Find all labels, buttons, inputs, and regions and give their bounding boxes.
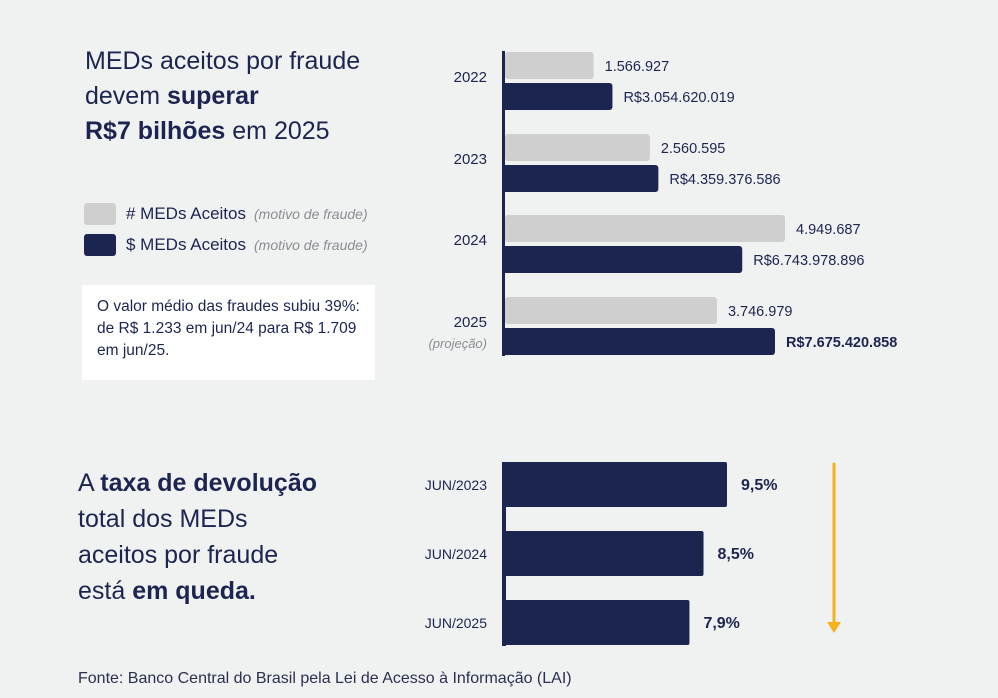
legend-item-count: # MEDs Aceitos (motivo de fraude): [84, 202, 368, 226]
headline-taxa-devolucao: A taxa de devolução total dos MEDs aceit…: [78, 465, 378, 609]
category-label: 2024: [454, 232, 487, 249]
category-label: 2022: [454, 69, 487, 86]
note-text: O valor médio das fraudes subiu 39%: de …: [97, 298, 360, 359]
bar-count-2025: [505, 297, 717, 324]
bar-value-2022: [502, 83, 613, 110]
data-label-rate: 8,5%: [718, 546, 754, 563]
bar-rate-JUN/2023: [502, 462, 727, 507]
bar-value-2025: [502, 328, 775, 355]
legend-label: # MEDs Aceitos: [126, 204, 246, 223]
headline1-line3-bold: R$7 bilhões: [85, 117, 226, 145]
data-label-count: 1.566.927: [605, 59, 670, 75]
headline1-line2-bold: superar: [166, 82, 259, 110]
chart-return-rate: 9,5% JUN/2023 8,5% JUN/2024 7,9% JUN/2025: [425, 462, 841, 646]
bar-value-2023: [502, 165, 659, 192]
category-note: (projeção): [428, 336, 487, 351]
category-label: JUN/2023: [425, 477, 487, 493]
legend-swatch-navy: [84, 234, 116, 256]
legend-swatch-gray: [84, 203, 116, 225]
headline2-line2: total dos MEDs: [78, 505, 248, 533]
bar-count-2023: [505, 134, 650, 161]
down-arrow-icon: [827, 622, 841, 633]
bar-rate-JUN/2024: [502, 531, 704, 576]
data-label-count: 3.746.979: [728, 304, 793, 320]
legend-label: $ MEDs Aceitos: [126, 235, 246, 254]
average-fraud-note: O valor médio das fraudes subiu 39%: de …: [82, 285, 375, 380]
source-footnote: Fonte: Banco Central do Brasil pela Lei …: [78, 670, 572, 687]
category-label: 2023: [454, 151, 487, 168]
headline2-line1: A: [78, 469, 101, 497]
data-label-rate: 9,5%: [741, 477, 777, 494]
headline2-line1-bold: taxa de devolução: [100, 469, 317, 497]
chart1-axis-line: [502, 51, 505, 356]
data-label-value: R$7.675.420.858: [786, 335, 897, 351]
headline2-line3: aceitos por fraude: [78, 541, 279, 569]
data-label-value: R$4.359.376.586: [669, 172, 780, 188]
data-label-count: 2.560.595: [661, 141, 726, 157]
data-label-value: R$3.054.620.019: [623, 90, 734, 106]
bar-value-2024: [502, 246, 743, 273]
data-label-value: R$6.743.978.896: [753, 253, 864, 269]
headline2-line4: está: [78, 577, 133, 605]
category-label: 2025: [454, 314, 487, 331]
category-label: JUN/2024: [425, 546, 487, 562]
headline1-line2: devem: [85, 82, 167, 110]
headline-meds-fraude: MEDs aceitos por fraude devem superar R$…: [85, 44, 415, 149]
chart-meds-by-year: 1.566.927 R$3.054.620.019 2022 2.560.595 R$4…: [428, 51, 897, 356]
headline1-line3: em 2025: [225, 117, 330, 145]
bar-rate-JUN/2025: [502, 600, 690, 645]
category-label: JUN/2025: [425, 615, 487, 631]
legend-sublabel: (motivo de fraude): [254, 237, 368, 253]
bar-count-2024: [505, 215, 785, 242]
headline2-line4-bold: em queda.: [132, 577, 256, 605]
data-label-rate: 7,9%: [703, 615, 739, 632]
legend-sublabel: (motivo de fraude): [254, 206, 368, 222]
headline1-line1: MEDs aceitos por fraude: [85, 47, 361, 75]
bar-count-2022: [505, 52, 594, 79]
legend-item-value: $ MEDs Aceitos (motivo de fraude): [84, 233, 368, 257]
data-label-count: 4.949.687: [796, 222, 861, 238]
